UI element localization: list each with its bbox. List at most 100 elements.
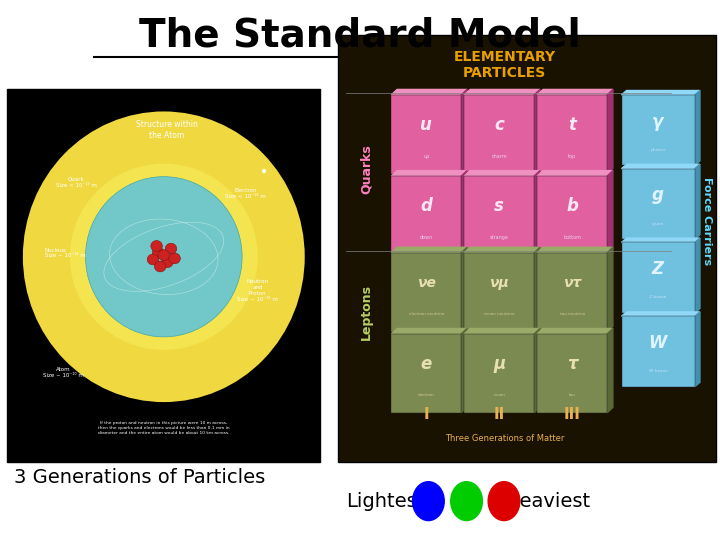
- Polygon shape: [695, 312, 700, 387]
- Bar: [392, 176, 462, 255]
- Text: Force Carriers: Force Carriers: [702, 177, 712, 265]
- Text: photon: photon: [650, 148, 665, 152]
- Text: Heaviest: Heaviest: [505, 491, 590, 511]
- Text: s: s: [495, 197, 504, 215]
- Bar: [392, 253, 462, 332]
- Ellipse shape: [151, 241, 163, 252]
- Text: b: b: [566, 197, 578, 215]
- Polygon shape: [621, 164, 700, 168]
- Text: g: g: [652, 186, 664, 204]
- Text: I: I: [423, 407, 429, 422]
- Bar: [464, 253, 534, 332]
- Text: τ: τ: [567, 355, 577, 373]
- Text: gluon: gluon: [652, 221, 664, 226]
- Polygon shape: [607, 171, 613, 255]
- Bar: [338, 35, 716, 462]
- Bar: [537, 334, 607, 413]
- Text: The Standard Model: The Standard Model: [139, 16, 581, 54]
- Text: Z: Z: [652, 260, 664, 278]
- Text: t: t: [568, 116, 576, 134]
- Text: top: top: [568, 154, 576, 159]
- Text: Structure within
the Atom: Structure within the Atom: [136, 120, 198, 140]
- Text: bottom: bottom: [563, 235, 581, 240]
- Polygon shape: [464, 247, 540, 253]
- Polygon shape: [464, 90, 540, 95]
- Text: muon: muon: [493, 394, 505, 397]
- Text: γ: γ: [652, 112, 664, 131]
- Ellipse shape: [262, 169, 266, 173]
- Ellipse shape: [154, 261, 166, 272]
- Text: muon neutrino: muon neutrino: [484, 312, 515, 316]
- Text: Lightest: Lightest: [346, 491, 424, 511]
- Text: ντ: ντ: [563, 275, 581, 289]
- Polygon shape: [392, 247, 467, 253]
- Text: c: c: [495, 116, 504, 134]
- Text: If the proton and neutron in this picture were 10 m across,
then the quarks and : If the proton and neutron in this pictur…: [98, 421, 230, 435]
- Polygon shape: [607, 328, 613, 413]
- Polygon shape: [537, 171, 613, 176]
- Text: νμ: νμ: [490, 275, 509, 289]
- Polygon shape: [462, 171, 467, 255]
- Polygon shape: [607, 90, 613, 174]
- Polygon shape: [534, 328, 540, 413]
- Bar: [621, 95, 695, 165]
- Ellipse shape: [162, 257, 173, 267]
- Bar: [537, 253, 607, 332]
- Text: down: down: [420, 235, 433, 240]
- Polygon shape: [392, 171, 467, 176]
- Text: e: e: [420, 355, 432, 373]
- Polygon shape: [392, 328, 467, 334]
- Text: II: II: [494, 407, 505, 422]
- Bar: [464, 334, 534, 413]
- Bar: [621, 168, 695, 239]
- Bar: [464, 176, 534, 255]
- Polygon shape: [537, 90, 613, 95]
- Ellipse shape: [153, 247, 163, 258]
- Text: Z boson: Z boson: [649, 295, 667, 299]
- Bar: [621, 316, 695, 387]
- Text: Atom
Size ~ 10⁻¹⁰ m: Atom Size ~ 10⁻¹⁰ m: [43, 367, 84, 377]
- Text: 3 Generations of Particles: 3 Generations of Particles: [14, 468, 266, 488]
- Ellipse shape: [148, 254, 159, 265]
- Ellipse shape: [488, 482, 520, 521]
- Polygon shape: [464, 171, 540, 176]
- Bar: [464, 95, 534, 174]
- Polygon shape: [695, 238, 700, 313]
- Text: νe: νe: [417, 275, 436, 289]
- Bar: [392, 95, 462, 174]
- Polygon shape: [464, 328, 540, 334]
- Text: tau neutrino: tau neutrino: [559, 312, 585, 316]
- Polygon shape: [462, 90, 467, 174]
- Text: Quarks: Quarks: [360, 145, 373, 194]
- Ellipse shape: [158, 250, 170, 261]
- Text: up: up: [423, 154, 429, 159]
- Text: electron neutrino: electron neutrino: [408, 312, 444, 316]
- Polygon shape: [537, 328, 613, 334]
- Polygon shape: [534, 247, 540, 332]
- Text: strange: strange: [490, 235, 508, 240]
- Bar: [537, 95, 607, 174]
- Text: ELEMENTARY
PARTICLES: ELEMENTARY PARTICLES: [454, 50, 556, 79]
- Text: μ: μ: [493, 355, 505, 373]
- Ellipse shape: [451, 482, 482, 521]
- Bar: [392, 334, 462, 413]
- Polygon shape: [621, 91, 700, 95]
- Ellipse shape: [23, 111, 305, 402]
- Polygon shape: [537, 247, 613, 253]
- Text: Quark
Size < 10⁻¹⁹ m: Quark Size < 10⁻¹⁹ m: [55, 177, 96, 187]
- Polygon shape: [392, 90, 467, 95]
- Polygon shape: [607, 247, 613, 332]
- Ellipse shape: [413, 482, 444, 521]
- Text: tau: tau: [569, 394, 575, 397]
- Text: W boson: W boson: [649, 369, 667, 373]
- Text: d: d: [420, 197, 432, 215]
- Text: Neutron
and
Proton
Size ~ 10⁻¹⁵ m: Neutron and Proton Size ~ 10⁻¹⁵ m: [238, 279, 278, 301]
- Polygon shape: [621, 238, 700, 242]
- Polygon shape: [462, 328, 467, 413]
- Ellipse shape: [70, 164, 258, 350]
- Polygon shape: [695, 164, 700, 239]
- Text: u: u: [420, 116, 432, 134]
- Ellipse shape: [166, 243, 177, 254]
- Text: Nucleus
Size ~ 10⁻¹⁴ m: Nucleus Size ~ 10⁻¹⁴ m: [45, 248, 86, 259]
- Bar: [7, 89, 320, 462]
